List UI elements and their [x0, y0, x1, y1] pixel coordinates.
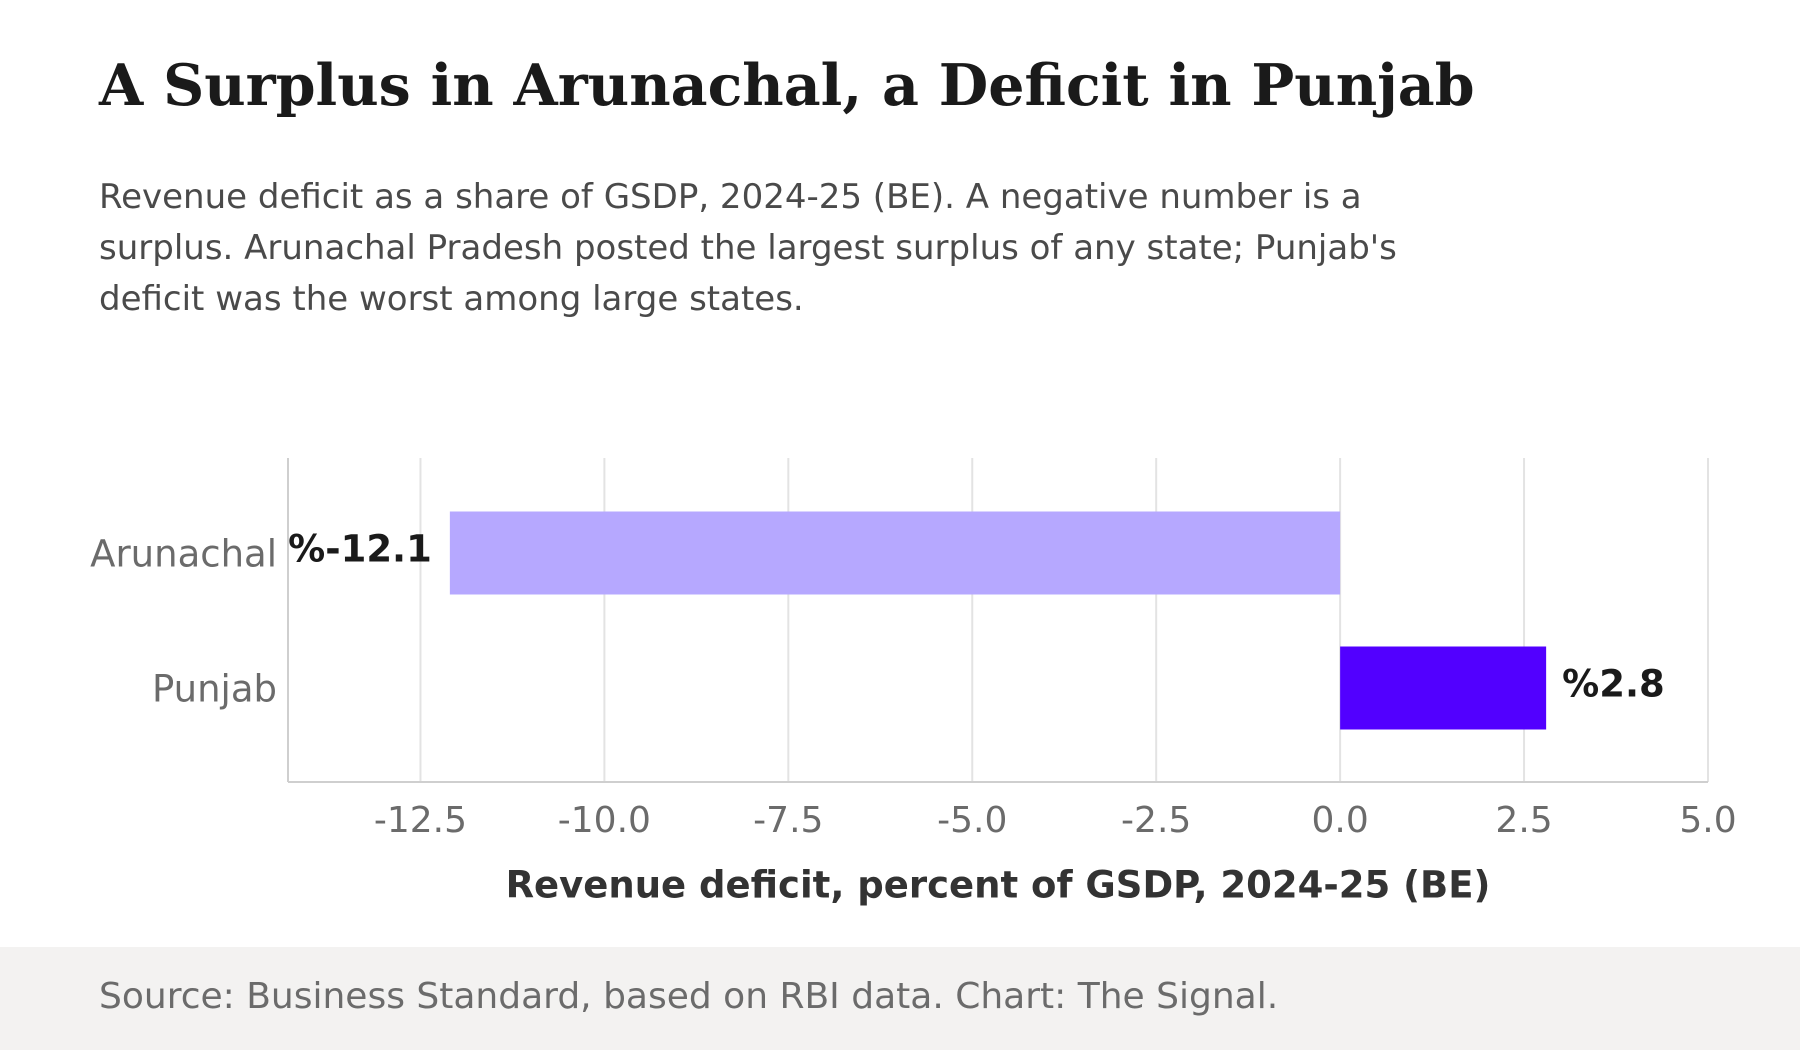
- category-label: Punjab: [152, 668, 277, 711]
- x-tick-label: -12.5: [374, 800, 467, 841]
- x-tick-label: -5.0: [937, 800, 1007, 841]
- bar-arunachal: [449, 511, 1341, 595]
- x-tick-label: 5.0: [1679, 800, 1736, 841]
- category-label: Arunachal: [90, 533, 277, 576]
- x-tick-label: 0.0: [1311, 800, 1368, 841]
- source-note: Source: Business Standard, based on RBI …: [99, 976, 1279, 1017]
- bar-punjab: [1340, 646, 1547, 730]
- footer: Source: Business Standard, based on RBI …: [0, 947, 1800, 1050]
- x-axis-title: Revenue deficit, percent of GSDP, 2024-2…: [506, 864, 1491, 907]
- x-tick-label: -2.5: [1121, 800, 1191, 841]
- x-tick-label: 2.5: [1495, 800, 1552, 841]
- bar-chart: %-12.1 %2.8 Arunachal Punjab -12.5 -10.0 -7.5 -…: [90, 458, 1737, 907]
- chart-title: A Surplus in Arunachal, a Deficit in Pun…: [99, 52, 1475, 119]
- value-label: %2.8: [1562, 663, 1665, 706]
- x-tick-label: -7.5: [753, 800, 823, 841]
- x-tick-label: -10.0: [558, 800, 651, 841]
- value-label: %-12.1: [288, 528, 432, 571]
- chart-subtitle: Revenue deficit as a share of GSDP, 2024…: [99, 177, 1397, 319]
